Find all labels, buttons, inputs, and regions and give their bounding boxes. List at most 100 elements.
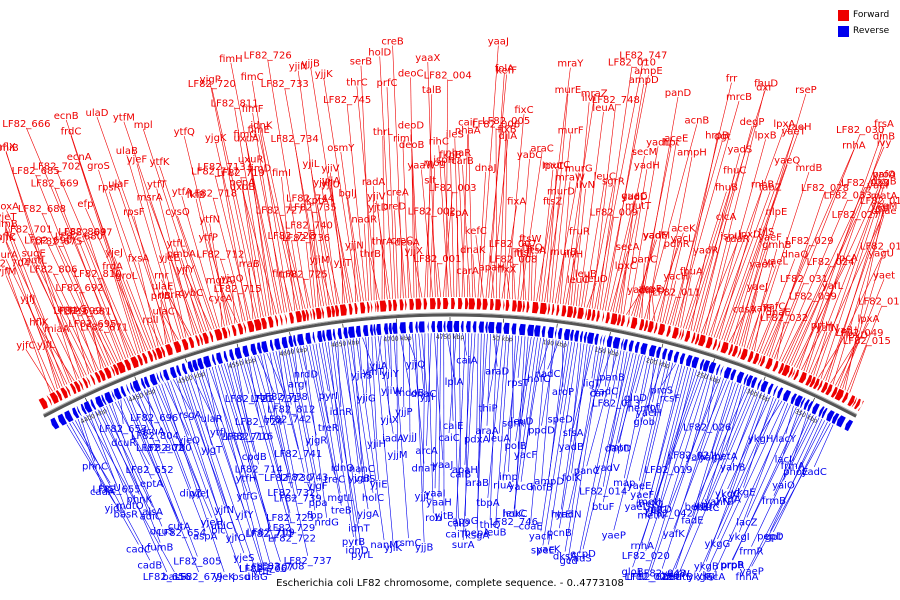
- reverse-feature: [72, 407, 80, 419]
- reverse-gene-label-leader: [493, 334, 498, 367]
- reverse-feature: [751, 376, 758, 389]
- forward-feature: [160, 346, 166, 358]
- reverse-gene-label-leader: [615, 351, 625, 399]
- reverse-gene-label-leader: [731, 410, 806, 561]
- forward-feature: [684, 330, 691, 342]
- forward-gene-label: fkpB: [439, 150, 462, 161]
- reverse-feature: [723, 367, 732, 379]
- reverse-gene-label-leader: [498, 334, 507, 434]
- tick-mark: [661, 343, 664, 348]
- reverse-gene-label-leader: [343, 339, 360, 474]
- forward-gene-label-leader: [267, 59, 309, 309]
- forward-gene-label-leader: [180, 258, 207, 332]
- reverse-gene-label-leader: [692, 381, 733, 516]
- forward-gene-label-leader: [721, 135, 794, 340]
- forward-gene-label-leader: [759, 258, 796, 354]
- reverse-gene-label: LF82_739: [274, 494, 322, 505]
- forward-gene-label-leader: [726, 164, 788, 342]
- reverse-feature: [613, 337, 621, 349]
- reverse-feature: [844, 419, 854, 432]
- forward-gene-label: rplI: [142, 315, 158, 326]
- reverse-feature: [355, 325, 362, 338]
- forward-gene-label: ecnA: [67, 152, 92, 163]
- reverse-gene-label-leader: [785, 405, 794, 435]
- reverse-gene-label-leader: [352, 338, 363, 465]
- reverse-gene-label-leader: [146, 389, 153, 427]
- reverse-gene-label-leader: [300, 346, 307, 370]
- reverse-gene-label-leader: [278, 350, 288, 415]
- reverse-gene-label-leader: [77, 418, 103, 487]
- forward-gene-label: yaeH: [786, 122, 812, 133]
- reverse-gene-label: treC: [324, 475, 345, 486]
- forward-gene-label: caiF: [458, 117, 478, 128]
- forward-gene-label: lpcA: [836, 253, 858, 264]
- reverse-gene-label: dksA: [553, 552, 577, 563]
- forward-gene-label-leader: [690, 254, 706, 331]
- forward-gene-label-leader: [842, 250, 885, 390]
- forward-gene-label-leader: [443, 191, 453, 298]
- forward-gene-label: LF82_003: [428, 183, 476, 194]
- forward-gene-label-leader: [421, 169, 433, 298]
- reverse-feature: [511, 323, 517, 335]
- reverse-feature: [76, 406, 82, 417]
- forward-gene-label: sugE: [22, 249, 46, 260]
- reverse-feature: [495, 322, 502, 334]
- reverse-gene-label: fumB: [147, 543, 174, 554]
- reverse-gene-label-leader: [312, 344, 329, 424]
- forward-feature: [517, 300, 523, 312]
- reverse-gene-label: valS: [354, 474, 375, 485]
- reverse-gene-label: LF82_732: [267, 488, 315, 499]
- forward-gene-label-leader: [544, 195, 562, 303]
- reverse-gene-label-leader: [591, 345, 597, 379]
- forward-gene-label-leader: [783, 186, 866, 363]
- forward-feature: [65, 386, 71, 397]
- forward-feature: [772, 360, 779, 372]
- forward-gene-label-leader: [150, 324, 161, 346]
- forward-gene-label: cysQ: [165, 207, 190, 218]
- forward-gene-label: yadE: [643, 230, 668, 241]
- forward-gene-label: sgrR: [602, 176, 625, 187]
- reverse-feature: [691, 356, 700, 369]
- forward-gene-label-leader: [294, 142, 322, 307]
- forward-feature: [443, 298, 449, 310]
- reverse-gene-label-leader: [69, 423, 139, 545]
- reverse-gene-label-leader: [448, 333, 457, 434]
- tick-label: 50 kbp: [492, 335, 513, 343]
- forward-gene-label: LF82_004: [424, 71, 472, 82]
- reverse-gene-label-leader: [559, 344, 591, 529]
- reverse-gene-label: yagW: [661, 569, 689, 580]
- reverse-gene-label-leader: [80, 417, 96, 462]
- forward-gene-label: efp: [77, 199, 93, 210]
- forward-gene-label: yjgK: [205, 133, 227, 144]
- reverse-feature: [685, 354, 693, 367]
- reverse-feature: [570, 329, 574, 341]
- reverse-gene-label-leader: [377, 336, 394, 434]
- forward-gene-label-leader: [5, 259, 68, 385]
- forward-feature: [482, 298, 488, 310]
- reverse-gene-label-leader: [705, 388, 754, 504]
- reverse-feature: [603, 335, 606, 347]
- forward-gene-label-leader: [35, 174, 112, 365]
- forward-gene-label: ecnB: [54, 111, 79, 122]
- forward-feature: [620, 315, 625, 327]
- forward-gene-label-leader: [310, 168, 335, 305]
- reverse-gene-label-leader: [434, 333, 444, 460]
- reverse-gene-label: treB: [331, 506, 352, 517]
- tick-label: 4600 kbp: [279, 346, 308, 358]
- forward-gene-label: guaC: [621, 191, 647, 202]
- forward-feature: [610, 313, 618, 325]
- reverse-gene-label: rob: [425, 513, 441, 524]
- forward-gene-label: LF82_671: [80, 322, 128, 333]
- forward-gene-label: yagU: [868, 249, 894, 260]
- tick-mark: [812, 397, 815, 402]
- reverse-feature: [472, 321, 477, 333]
- forward-gene-label: LF82_680: [55, 231, 103, 242]
- forward-gene-label-leader: [454, 138, 460, 298]
- reverse-feature: [90, 399, 97, 410]
- reverse-gene-label: idnT: [348, 524, 370, 535]
- reverse-gene-label-leader: [211, 366, 264, 565]
- forward-feature: [778, 362, 785, 374]
- forward-gene-label: LF82_719: [217, 168, 265, 179]
- forward-gene-label: panC: [631, 254, 657, 265]
- forward-gene-label-leader: [477, 171, 486, 298]
